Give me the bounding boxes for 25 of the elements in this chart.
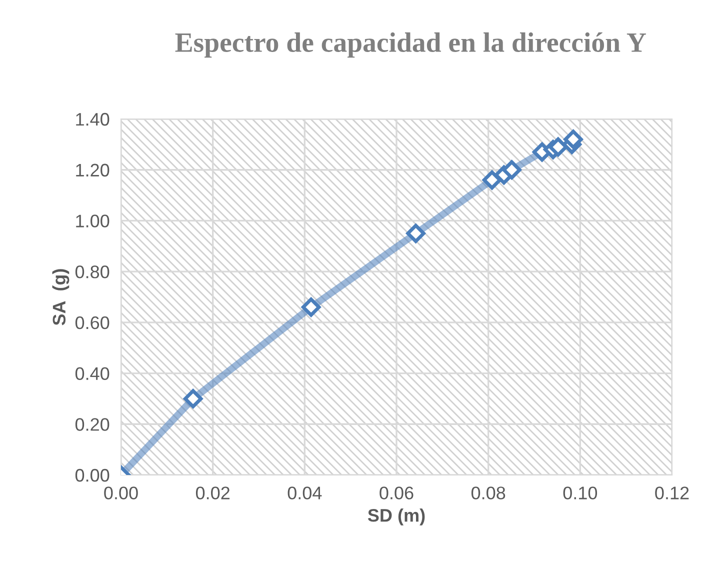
y-tick-label: 0.80 [75, 266, 110, 278]
point [406, 224, 426, 244]
x-tick-label: 0.08 [471, 486, 506, 500]
x-axis-title: SD (m) [368, 508, 425, 526]
point [564, 130, 583, 149]
x-tick-label: 0.06 [380, 486, 414, 500]
chart-title: Espectro de capacidad en la dirección Y [175, 32, 646, 58]
x-tick-label: 0.12 [655, 486, 689, 500]
y-tick-label: 0.40 [75, 367, 110, 380]
x-tick-label: 0.04 [288, 486, 322, 500]
point [548, 137, 568, 157]
y-tick-label: 1.40 [76, 112, 110, 126]
x-tick-label: 0.02 [196, 486, 230, 500]
point [183, 389, 203, 408]
y-axis-title: SA (g) [52, 269, 70, 326]
y-tick-label: 0.60 [75, 316, 110, 330]
y-tick-label: 0.20 [75, 418, 110, 431]
y-tick-label: 1.00 [76, 214, 110, 228]
point [502, 160, 522, 180]
point [302, 298, 321, 317]
y-tick-label: 0.00 [75, 468, 110, 482]
y-tick-label: 1.20 [76, 164, 110, 177]
x-tick-label: 0.10 [563, 486, 598, 500]
x-tick-label: 0.00 [104, 486, 138, 500]
point [482, 170, 502, 190]
